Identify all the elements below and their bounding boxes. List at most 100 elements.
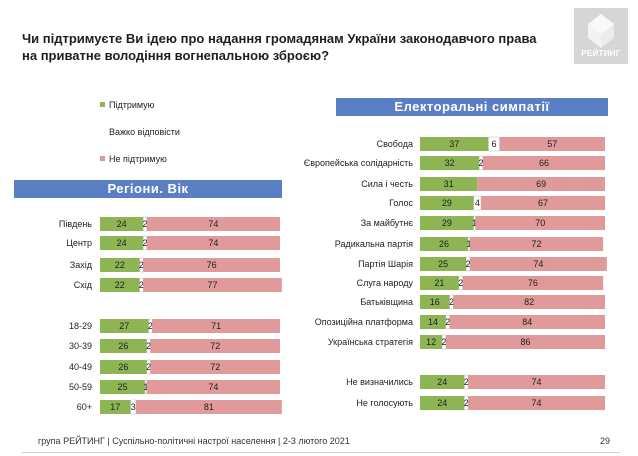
footer-divider bbox=[22, 452, 620, 453]
electoral-value-label-support: 14 bbox=[428, 317, 438, 327]
regions-age-value-label-hard: 2 bbox=[139, 280, 144, 290]
electoral-bar-support bbox=[420, 257, 467, 271]
regions-age-row-label: Схід bbox=[74, 280, 93, 290]
regions-age-bar-oppose bbox=[150, 360, 280, 374]
legend-item-oppose: Не підтримую bbox=[100, 154, 167, 164]
legend-label-support: Підтримую bbox=[109, 100, 155, 110]
electoral-row-label: Не голосують bbox=[356, 398, 413, 408]
legend-swatch-hard bbox=[100, 129, 105, 134]
regions-age-bar-oppose bbox=[152, 319, 280, 333]
question-title: Чи підтримуєте Ви ідею про надання грома… bbox=[22, 31, 537, 63]
electoral-value-label-support: 24 bbox=[437, 377, 447, 387]
electoral-value-label-support: 16 bbox=[430, 297, 440, 307]
legend-item-support: Підтримую bbox=[100, 100, 154, 110]
electoral-value-label-hard: 1 bbox=[472, 218, 477, 228]
electoral-value-label-hard: 1 bbox=[467, 239, 472, 249]
electoral-bar-oppose bbox=[469, 237, 604, 251]
electoral-bar-support bbox=[420, 335, 443, 349]
electoral-bar-support bbox=[420, 375, 465, 389]
electoral-value-label-oppose: 74 bbox=[532, 398, 542, 408]
electoral-value-label-oppose: 74 bbox=[533, 259, 543, 269]
electoral-value-label-hard: 2 bbox=[479, 158, 484, 168]
rating-logo: РЕЙТИНГ bbox=[574, 8, 628, 64]
electoral-row-label: Європейська солідарність bbox=[304, 158, 414, 168]
electoral-value-label-oppose: 86 bbox=[520, 337, 530, 347]
regions-age-value-label-support: 26 bbox=[118, 341, 128, 351]
electoral-bar-oppose bbox=[475, 216, 605, 230]
electoral-bar-oppose bbox=[499, 137, 605, 151]
electoral-bar-support bbox=[420, 196, 474, 210]
regions-age-value-label-support: 22 bbox=[115, 280, 125, 290]
regions-age-row-label: Захід bbox=[70, 260, 93, 270]
regions-age-value-label-support: 27 bbox=[119, 321, 129, 331]
regions-age-row-label: Центр bbox=[66, 238, 92, 248]
regions-age-row-label: 40-49 bbox=[69, 362, 92, 372]
electoral-bar-support bbox=[420, 315, 446, 329]
electoral-row-label: Батьківщина bbox=[360, 297, 413, 307]
regions-age-value-label-oppose: 72 bbox=[210, 362, 220, 372]
electoral-value-label-hard: 2 bbox=[445, 317, 450, 327]
regions-age-bar-support bbox=[100, 217, 144, 231]
electoral-row-label: Голос bbox=[389, 198, 413, 208]
regions-age-bar-support bbox=[100, 339, 147, 353]
electoral-value-label-hard: 6 bbox=[491, 139, 496, 149]
regions-age-bar-oppose bbox=[146, 217, 280, 231]
page-number: 29 bbox=[600, 436, 611, 446]
electoral-value-label-oppose: 69 bbox=[536, 179, 546, 189]
electoral-value-label-support: 31 bbox=[444, 179, 454, 189]
regions-age-bar-support bbox=[100, 278, 140, 292]
electoral-value-label-oppose: 82 bbox=[524, 297, 534, 307]
electoral-value-label-hard: 2 bbox=[442, 337, 447, 347]
regions-age-bar-oppose bbox=[146, 380, 280, 394]
electoral-bar-oppose bbox=[468, 396, 605, 410]
regions-age-value-label-support: 24 bbox=[117, 238, 127, 248]
regions-age-value-label-support: 17 bbox=[110, 402, 120, 412]
regions-age-value-label-oppose: 81 bbox=[204, 402, 214, 412]
electoral-value-label-support: 26 bbox=[439, 239, 449, 249]
electoral-header: Електоральні симпатії bbox=[336, 98, 608, 116]
regions-age-bar-oppose bbox=[146, 236, 280, 250]
electoral-bar-support bbox=[420, 137, 489, 151]
regions-age-row-label: 60+ bbox=[77, 402, 92, 412]
regions-age-value-label-oppose: 74 bbox=[208, 238, 218, 248]
regions-age-bar-oppose bbox=[143, 278, 282, 292]
electoral-bar-oppose bbox=[477, 177, 605, 191]
electoral-value-label-support: 21 bbox=[434, 278, 444, 288]
regions-age-value-label-oppose: 76 bbox=[207, 260, 217, 270]
electoral-value-label-hard: 4 bbox=[475, 198, 480, 208]
electoral-value-label-hard: 2 bbox=[464, 398, 469, 408]
electoral-value-label-support: 12 bbox=[426, 337, 436, 347]
regions-age-value-label-oppose: 77 bbox=[207, 280, 217, 290]
electoral-row-label: Партія Шарія bbox=[358, 259, 413, 269]
electoral-bar-oppose bbox=[445, 335, 605, 349]
legend-label-oppose: Не підтримую bbox=[109, 154, 167, 164]
regions-age-bar-support bbox=[100, 236, 144, 250]
electoral-value-label-hard: 2 bbox=[458, 278, 463, 288]
electoral-row-label: Свобода bbox=[377, 139, 413, 149]
regions-age-bar-oppose bbox=[143, 258, 280, 272]
electoral-value-label-oppose: 66 bbox=[539, 158, 549, 168]
electoral-bar-support bbox=[420, 276, 459, 290]
regions-age-bar-support bbox=[100, 319, 149, 333]
electoral-value-label-support: 29 bbox=[442, 198, 452, 208]
regions-age-bar-support bbox=[100, 258, 140, 272]
electoral-bar-support bbox=[420, 216, 474, 230]
electoral-value-label-oppose: 70 bbox=[535, 218, 545, 228]
electoral-bar-support bbox=[420, 237, 469, 251]
electoral-bar-oppose bbox=[462, 276, 604, 290]
regions-age-value-label-support: 25 bbox=[117, 382, 127, 392]
regions-age-row-label: 50-59 bbox=[69, 382, 92, 392]
electoral-row-label: Опозиційна платформа bbox=[315, 317, 413, 327]
regions-age-row-label: Південь bbox=[59, 219, 92, 229]
regions-age-value-label-oppose: 74 bbox=[208, 382, 218, 392]
regions-age-bar-oppose bbox=[150, 339, 280, 353]
regions-age-value-label-support: 26 bbox=[118, 362, 128, 372]
regions-age-value-label-oppose: 74 bbox=[208, 219, 218, 229]
regions-age-bar-support bbox=[100, 360, 147, 374]
regions-age-value-label-hard: 2 bbox=[142, 238, 147, 248]
logo-mark-icon bbox=[588, 14, 614, 48]
electoral-row-label: Слуга народу bbox=[357, 278, 414, 288]
electoral-row-label: Українська стратегія bbox=[328, 337, 413, 347]
electoral-value-label-support: 32 bbox=[445, 158, 455, 168]
